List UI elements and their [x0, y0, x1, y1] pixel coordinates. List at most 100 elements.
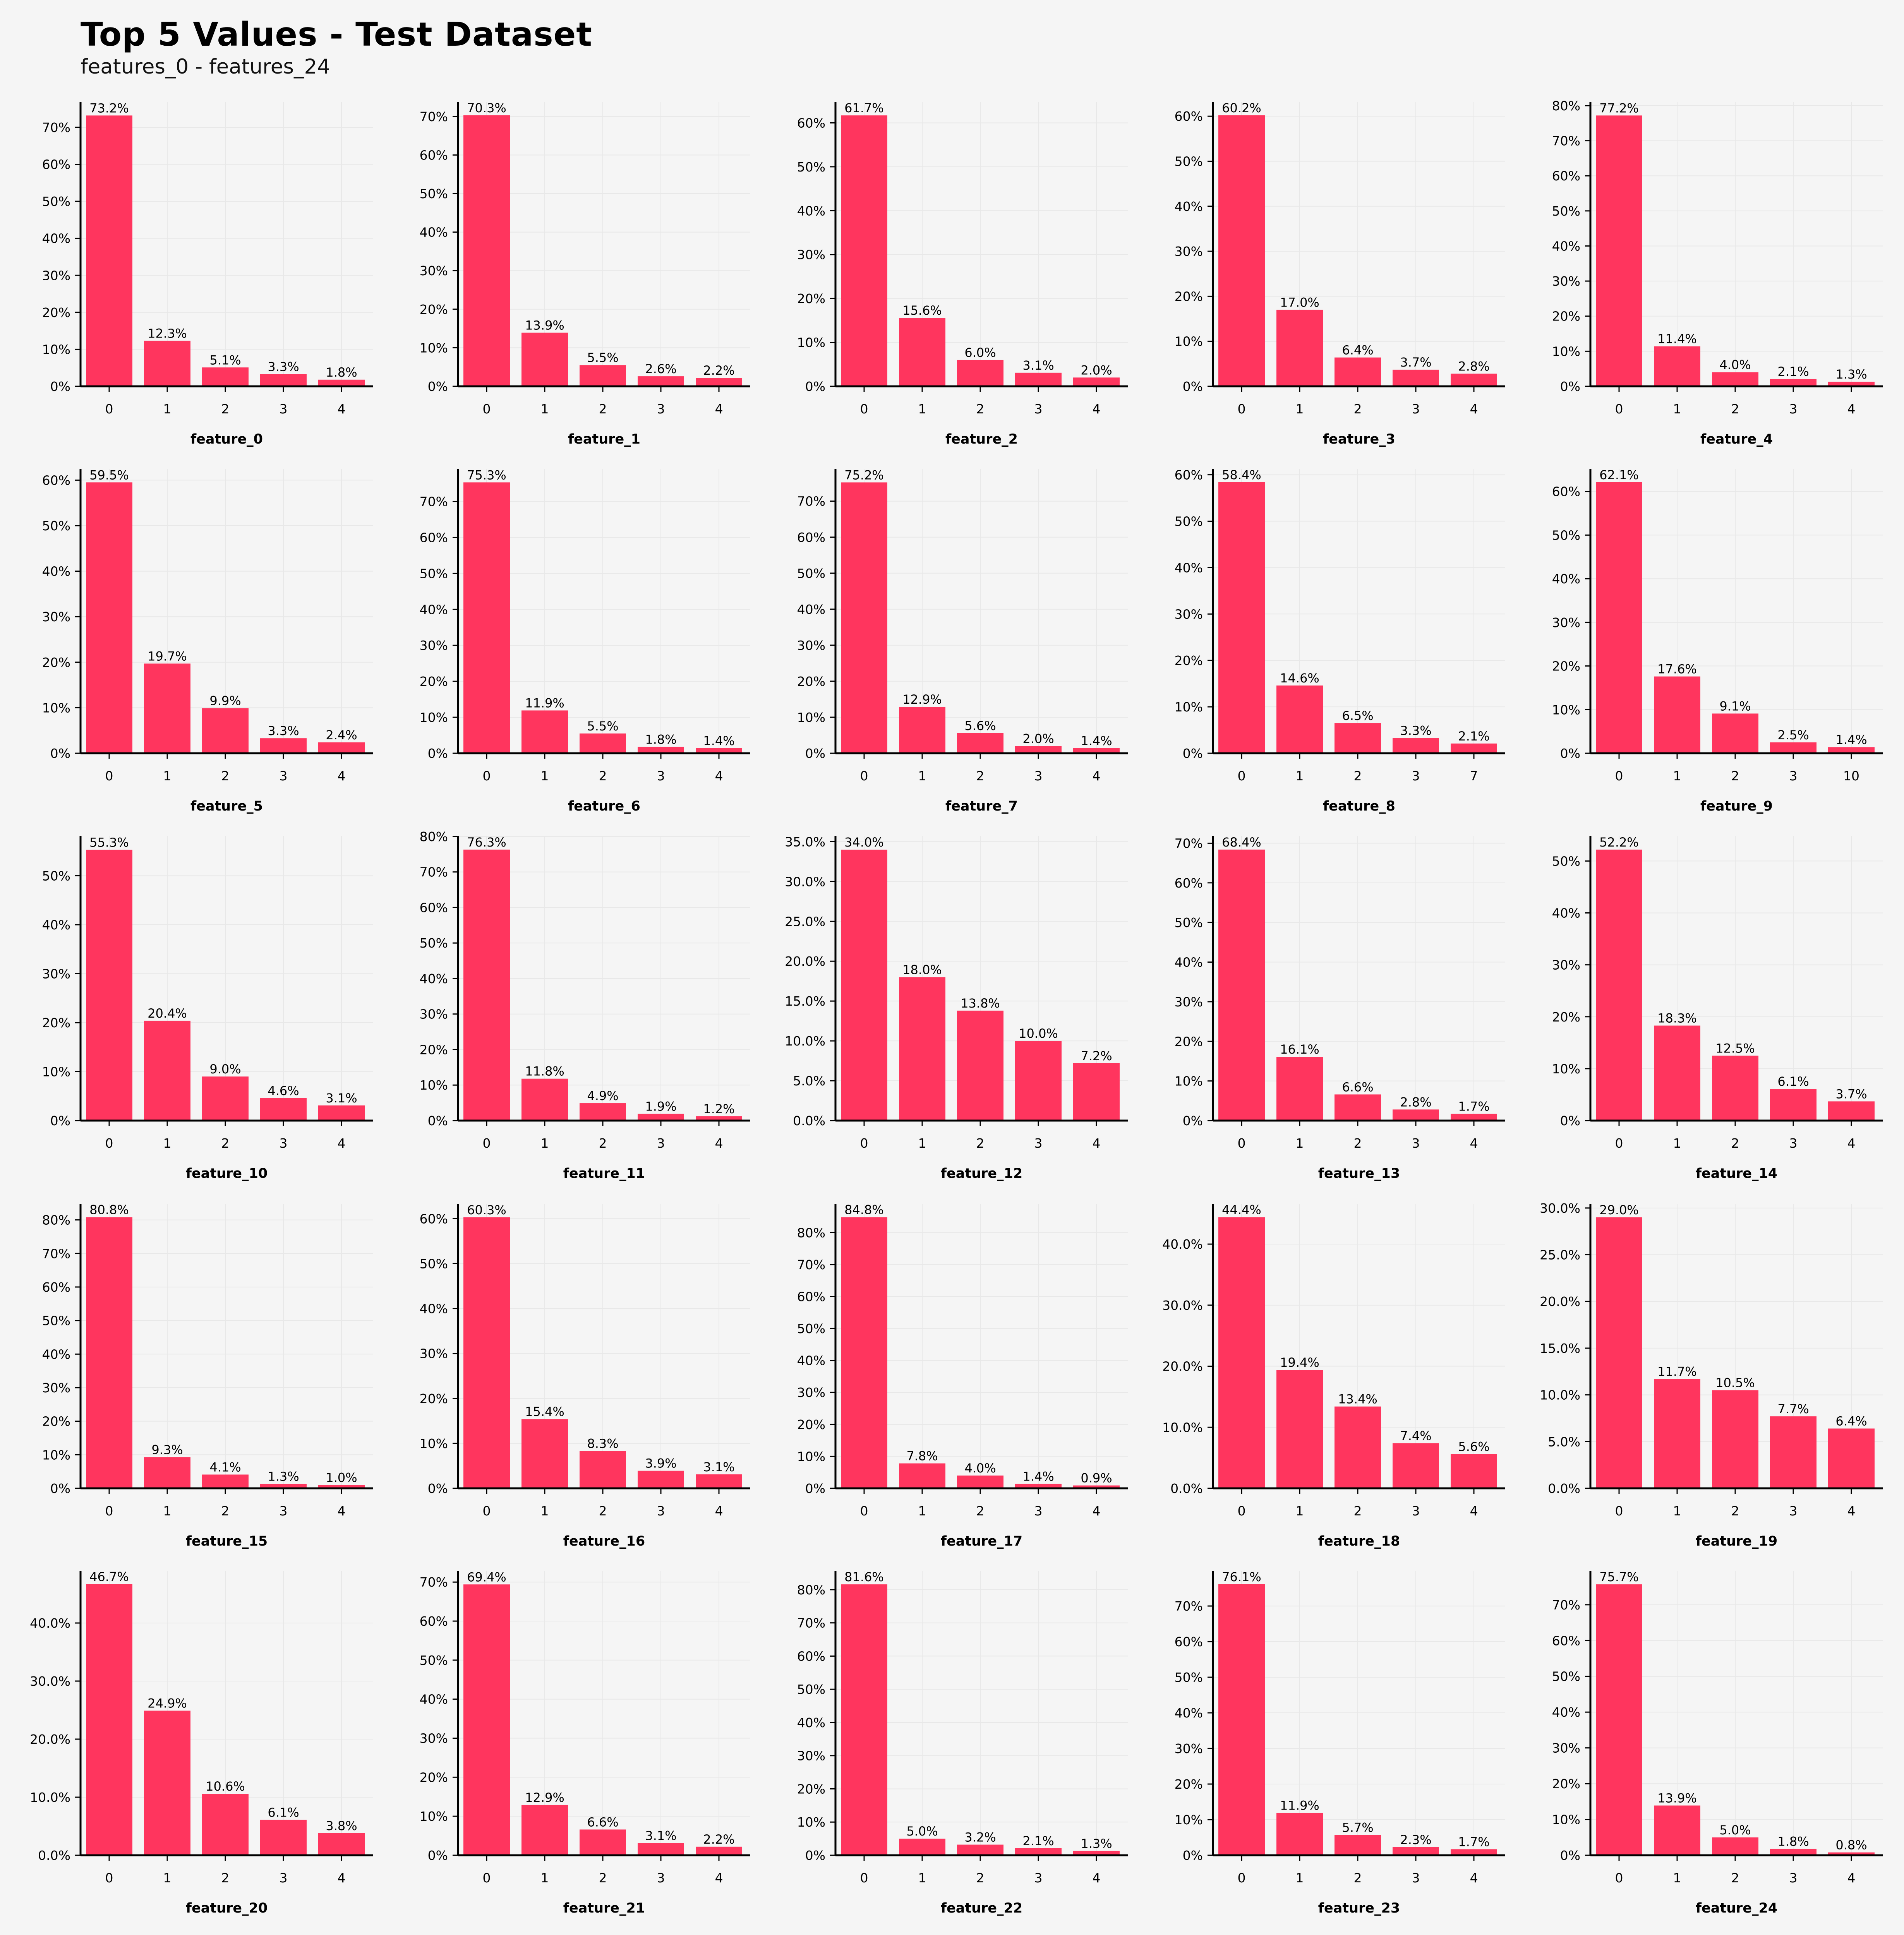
bar — [1828, 382, 1875, 386]
data-label: 18.0% — [902, 962, 942, 977]
bar — [1073, 377, 1120, 386]
bar — [1451, 1454, 1497, 1488]
y-tick-label: 20.0% — [1540, 1294, 1580, 1309]
data-label: 55.3% — [89, 835, 129, 850]
bar — [463, 482, 510, 753]
bar — [463, 849, 510, 1121]
bar — [1335, 1835, 1381, 1855]
bar — [1073, 1063, 1120, 1121]
x-axis-title: feature_2 — [945, 432, 1018, 447]
bar — [1015, 1848, 1062, 1855]
y-tick-label: 10% — [797, 1449, 825, 1464]
x-tick-label: 2 — [1731, 768, 1739, 783]
y-tick-label: 0% — [1183, 379, 1203, 394]
y-tick-label: 50% — [1175, 1670, 1203, 1685]
y-tick-label: 70% — [797, 1616, 825, 1631]
y-tick-label: 40% — [1552, 906, 1580, 921]
x-tick-label: 1 — [1673, 768, 1681, 783]
x-tick-label: 4 — [1093, 768, 1101, 783]
bar — [86, 850, 132, 1121]
y-tick-label: 60% — [420, 147, 448, 163]
x-axis-title: feature_1 — [568, 432, 640, 447]
data-label: 75.2% — [844, 468, 884, 482]
bar — [841, 482, 887, 753]
x-tick-label: 2 — [599, 1503, 607, 1519]
y-tick-label: 30% — [1175, 244, 1203, 259]
bar — [1073, 1485, 1120, 1488]
y-tick-label: 10% — [1175, 699, 1203, 715]
bar — [1654, 1025, 1700, 1121]
x-tick-label: 3 — [1412, 1136, 1420, 1151]
y-tick-label: 50% — [797, 566, 825, 581]
data-label: 5.6% — [964, 718, 996, 733]
y-tick-label: 30.0% — [785, 874, 825, 889]
data-label: 77.2% — [1599, 101, 1639, 115]
y-tick-label: 40% — [420, 1301, 448, 1316]
bar — [521, 1078, 568, 1121]
x-tick-label: 1 — [918, 1870, 926, 1885]
y-tick-label: 40% — [420, 602, 448, 617]
x-axis-title: feature_16 — [563, 1534, 645, 1549]
chart-feature_9: 62.1% 0 17.6% 1 9.1% 2 2.5% 3 1.4% 10 0% 10% 20% 30% 4… — [1552, 468, 1883, 814]
x-axis-title: feature_22 — [941, 1901, 1022, 1916]
bar — [1393, 369, 1439, 386]
x-axis-title: feature_23 — [1318, 1901, 1400, 1916]
bar — [1276, 1813, 1323, 1855]
y-tick-label: 15.0% — [1540, 1341, 1580, 1356]
y-tick-label: 30.0% — [1540, 1201, 1580, 1216]
y-tick-label: 10% — [420, 340, 448, 355]
bar — [1335, 1094, 1381, 1121]
bar — [463, 115, 510, 386]
y-tick-label: 40% — [1175, 955, 1203, 970]
data-label: 3.3% — [268, 359, 299, 374]
bar — [841, 1584, 887, 1855]
data-label: 61.7% — [844, 101, 884, 115]
y-tick-label: 10.0% — [1540, 1388, 1580, 1403]
x-axis-title: feature_19 — [1696, 1534, 1777, 1549]
data-label: 1.4% — [1022, 1469, 1054, 1484]
x-tick-label: 4 — [1093, 1870, 1101, 1885]
x-tick-label: 0 — [483, 1136, 491, 1151]
y-tick-label: 10% — [1175, 1812, 1203, 1827]
y-tick-label: 20% — [1175, 653, 1203, 668]
x-tick-label: 1 — [1673, 401, 1681, 416]
x-tick-label: 0 — [1238, 1870, 1246, 1885]
y-tick-label: 50% — [420, 1256, 448, 1271]
y-tick-label: 30% — [420, 638, 448, 653]
y-tick-label: 20% — [1552, 309, 1580, 324]
y-tick-label: 40% — [420, 1692, 448, 1707]
data-label: 1.4% — [1081, 734, 1112, 748]
x-axis-title: feature_3 — [1323, 432, 1395, 447]
y-tick-label: 30.0% — [1162, 1298, 1203, 1313]
chart-feature_16: 60.3%015.4%18.3%23.9%33.1%40%10%20%30%40… — [420, 1203, 750, 1549]
data-label: 2.2% — [703, 363, 734, 378]
data-label: 6.1% — [1777, 1074, 1809, 1089]
y-tick-label: 30% — [1552, 958, 1580, 973]
x-tick-label: 0 — [483, 1503, 491, 1519]
data-label: 11.7% — [1657, 1364, 1697, 1379]
chart-feature_21: 69.4%012.9%16.6%23.1%32.2%40%10%20%30%40… — [420, 1570, 750, 1916]
y-tick-label: 60% — [42, 1280, 70, 1295]
bar — [841, 850, 887, 1121]
x-tick-label: 2 — [976, 401, 985, 416]
y-tick-label: 10% — [1552, 1061, 1580, 1076]
page-subtitle: features_0 - features_24 — [81, 55, 330, 79]
x-tick-label: 2 — [1354, 1870, 1362, 1885]
x-axis-title: feature_21 — [563, 1901, 645, 1916]
data-label: 1.9% — [645, 1099, 676, 1114]
bar — [638, 747, 684, 753]
chart-feature_23: 76.1%011.9%15.7%22.3%31.7%40%10%20%30%40… — [1175, 1570, 1505, 1916]
y-tick-label: 70% — [420, 865, 448, 880]
bar — [1596, 115, 1642, 387]
bar — [1276, 1057, 1323, 1121]
data-label: 4.1% — [209, 1460, 241, 1474]
bar — [1770, 1849, 1817, 1855]
y-tick-label: 10.0% — [30, 1790, 70, 1805]
data-label: 2.8% — [1400, 1095, 1431, 1109]
y-tick-label: 30% — [42, 609, 70, 624]
chart-feature_6: 75.3%011.9%15.5%21.8%31.4%40%10%20%30%40… — [420, 468, 750, 814]
data-label: 1.3% — [1835, 367, 1867, 382]
bar — [1654, 1379, 1700, 1488]
bar — [318, 1105, 365, 1121]
